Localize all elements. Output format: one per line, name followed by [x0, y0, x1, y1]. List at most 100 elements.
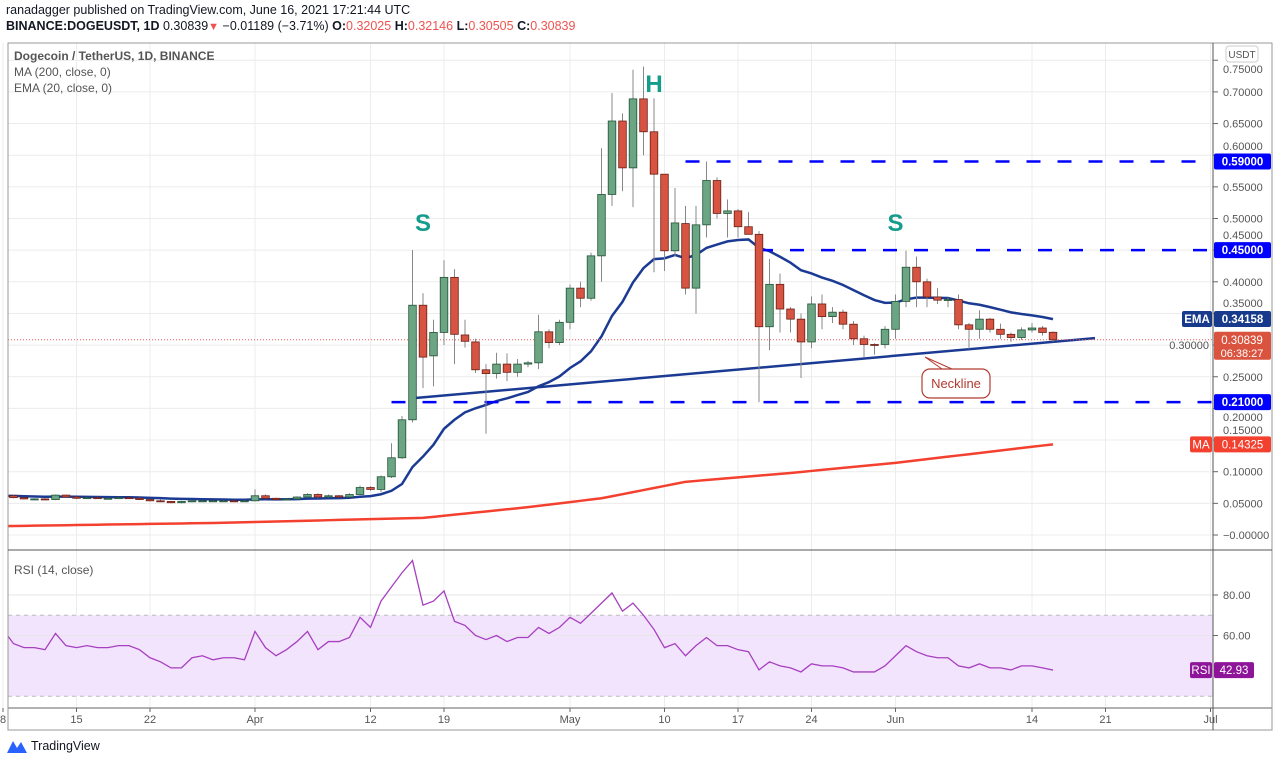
candle-body-up	[397, 419, 407, 459]
time-tick-label: 12	[364, 714, 376, 726]
candle-body-down	[754, 233, 764, 328]
candle	[250, 489, 260, 502]
candle-body-up	[219, 500, 228, 503]
candle	[261, 494, 270, 499]
candle-body-down	[366, 487, 375, 490]
candle	[933, 288, 942, 304]
candle-body-down	[985, 318, 995, 330]
candle-body-up	[891, 301, 900, 330]
candle	[1048, 331, 1058, 342]
close-label: C:	[517, 19, 531, 33]
candle-body-down	[996, 328, 1005, 335]
candle-body-up	[702, 180, 711, 226]
candle-body-up	[880, 328, 890, 345]
candle	[618, 113, 627, 192]
candle	[544, 329, 554, 349]
candle	[313, 493, 323, 499]
candle-body-down	[964, 324, 974, 330]
candle	[429, 319, 438, 387]
time-tick-label: 19	[438, 714, 450, 726]
candle-body-up	[523, 362, 533, 365]
candle	[786, 307, 795, 333]
candle-body-down	[145, 499, 155, 502]
candle-body-down	[93, 497, 102, 500]
ma200-line	[8, 443, 1054, 528]
legend-rsi[interactable]: RSI (14, close)	[14, 563, 94, 577]
candle-body-up	[765, 283, 774, 328]
candle	[901, 250, 911, 308]
rsi-tick-label: 60.00	[1223, 631, 1251, 643]
candle	[828, 307, 837, 323]
symbol-info: BINANCE:DOGEUSDT, 1D 0.30839▼ −0.01189 (…	[6, 19, 575, 33]
legend-ma[interactable]: MA (200, close, 0)	[14, 65, 111, 79]
ema-tag-box	[1182, 311, 1212, 327]
price-tick-label: 0.25000	[1223, 372, 1263, 384]
candle	[30, 498, 39, 501]
time-tick-label: 14	[1026, 714, 1038, 726]
candle	[114, 497, 123, 500]
time-tick-label: 8	[0, 714, 6, 726]
candle-body-down	[954, 299, 963, 326]
candle	[838, 309, 848, 330]
candle-body-up	[303, 494, 312, 498]
candle	[1006, 332, 1016, 342]
candle	[271, 497, 281, 501]
symbol-name: BINANCE:DOGEUSDT, 1D	[6, 19, 160, 33]
candle-body-down	[9, 495, 18, 499]
candle-body-down	[817, 303, 827, 318]
candle	[9, 494, 18, 499]
candle-body-up	[429, 332, 438, 357]
candle-body-down	[261, 495, 270, 499]
candle	[691, 205, 701, 314]
candle	[943, 297, 953, 308]
candle-body-down	[334, 495, 344, 498]
candle-body-down	[271, 497, 281, 500]
time-tick-label: 10	[658, 714, 670, 726]
price-tick-label: 0.40000	[1223, 277, 1263, 289]
rsi-tick-label: 80.00	[1223, 590, 1251, 602]
open-label: O:	[332, 19, 347, 33]
price-change: −0.01189 (−3.71%)	[222, 19, 329, 33]
candle	[597, 148, 606, 282]
candle-body-down	[61, 494, 71, 498]
candle	[1017, 327, 1026, 341]
time-tick-label: Jul	[1203, 714, 1217, 726]
candle	[334, 495, 344, 498]
ma-tag-box	[1190, 436, 1212, 453]
candle-body-up	[387, 457, 396, 478]
candle	[187, 500, 197, 503]
low-value: 0.30505	[468, 19, 514, 33]
candle	[61, 494, 71, 498]
candle	[303, 493, 312, 498]
candle-body-down	[19, 497, 29, 500]
candle	[660, 173, 669, 272]
candle	[922, 278, 932, 308]
candle	[523, 360, 533, 368]
candle-body-up	[607, 120, 617, 195]
candle	[229, 500, 239, 503]
ema-tag: EMA	[1184, 314, 1210, 326]
tradingview-logo[interactable]: TradingView	[6, 738, 100, 754]
candle	[807, 296, 816, 349]
current-price-label: 0.30839	[1221, 335, 1263, 347]
candle-body-up	[30, 498, 39, 501]
legend-ema[interactable]: EMA (20, close, 0)	[14, 81, 113, 95]
candle-body-up	[177, 501, 186, 504]
candle	[124, 497, 134, 500]
time-tick-label: Apr	[246, 714, 263, 726]
candle-body-up	[586, 255, 596, 299]
candle-body-down	[744, 226, 753, 235]
candle-body-down	[733, 210, 743, 228]
candle-body-up	[513, 363, 522, 373]
price-tick-label: 0.70000	[1223, 87, 1263, 99]
low-label: L:	[456, 19, 469, 33]
candle	[103, 497, 113, 500]
currency-label: USDT	[1228, 50, 1255, 61]
candle-body-down	[471, 341, 480, 371]
level-price-label-box	[1214, 394, 1271, 411]
candle	[502, 353, 512, 382]
candle-body-down	[166, 501, 176, 504]
price-tick-label: 0.35000	[1223, 298, 1263, 310]
pattern-annotation-s: S	[415, 210, 431, 237]
